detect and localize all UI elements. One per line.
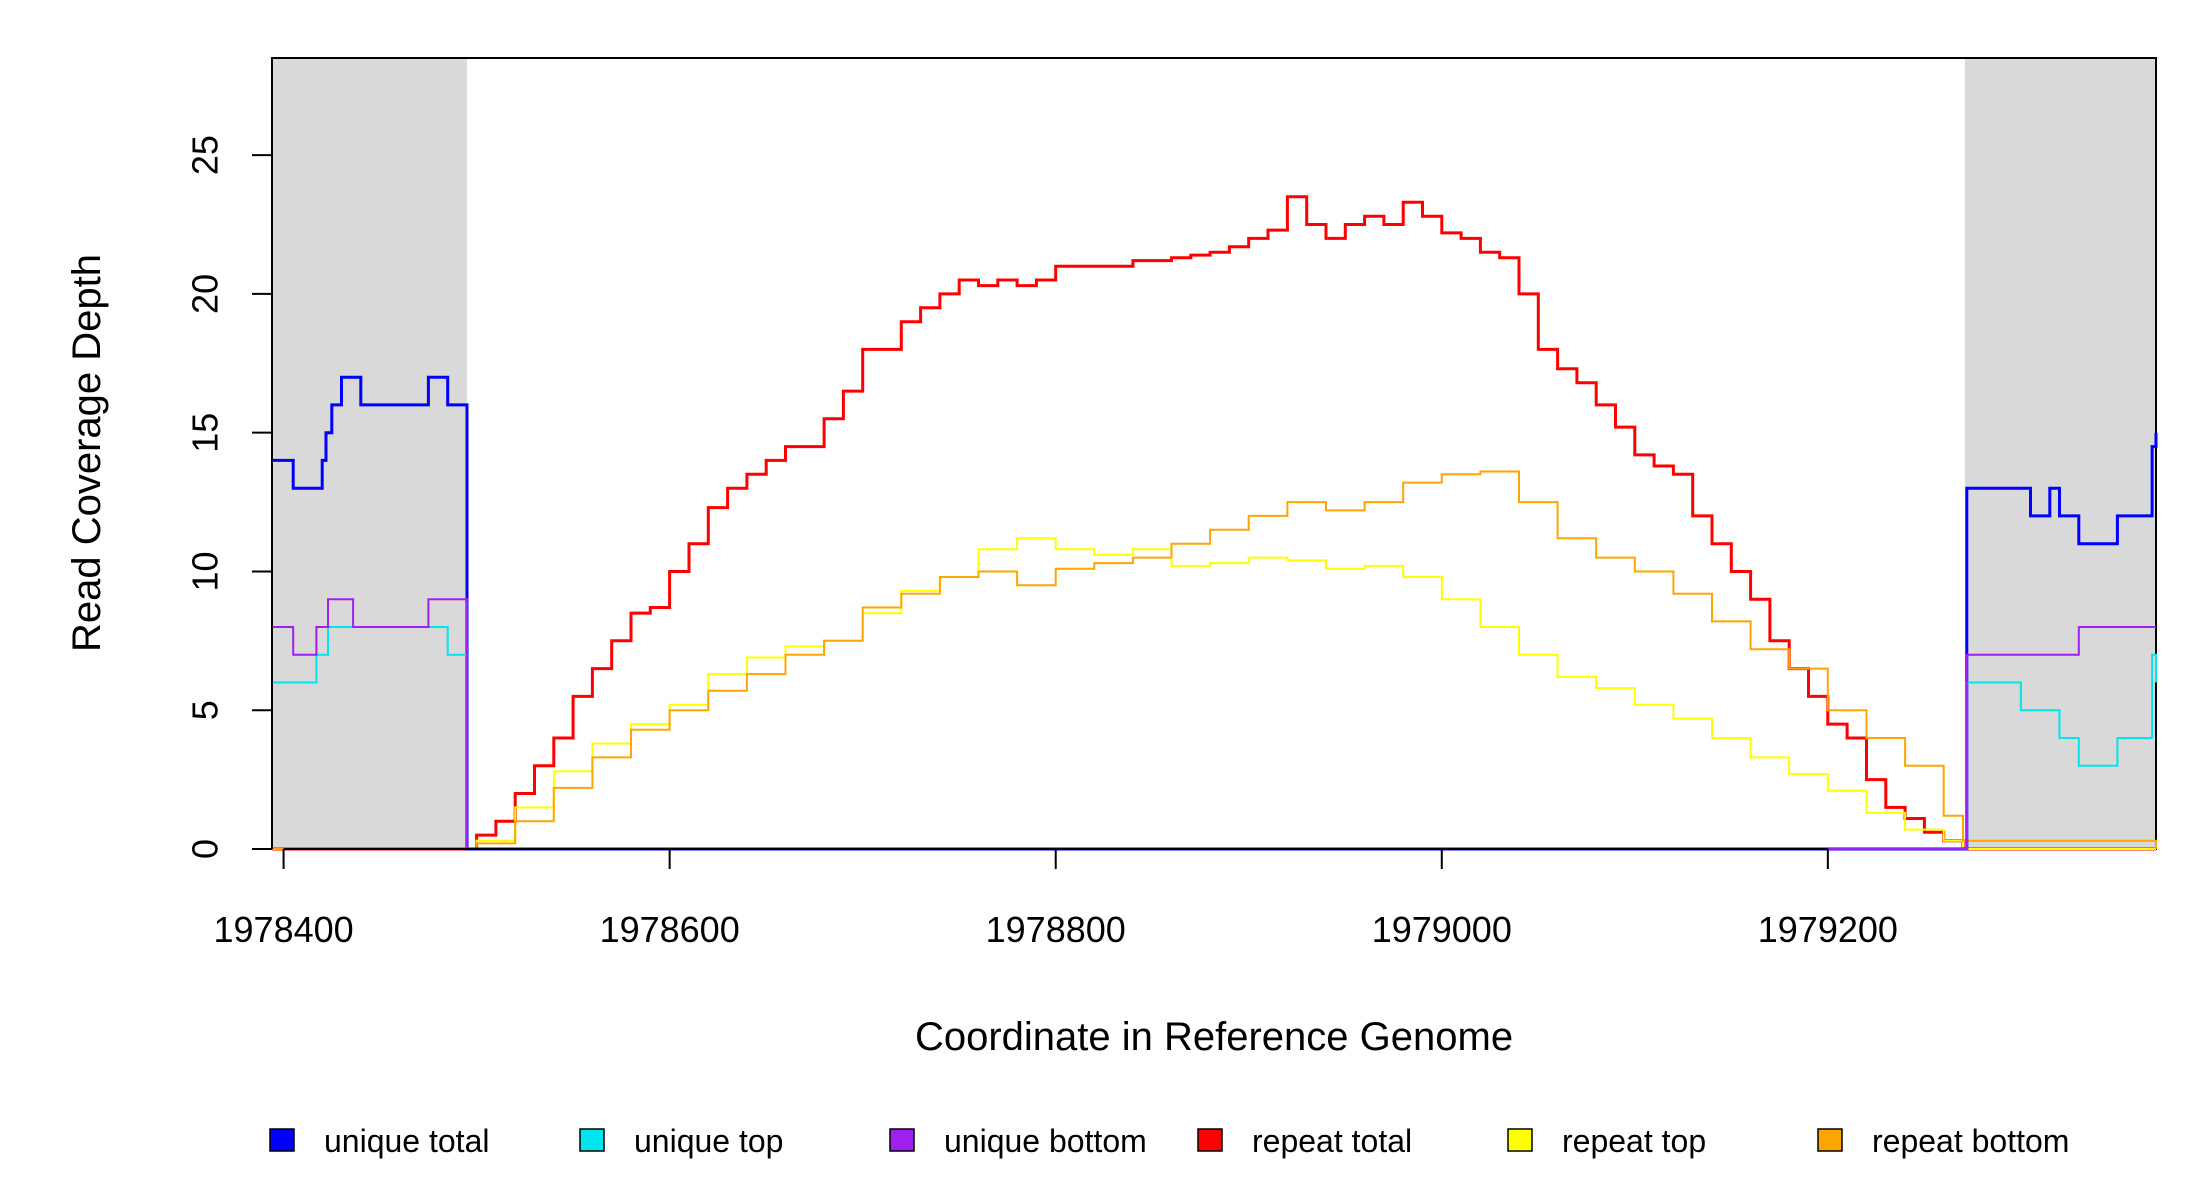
legend-label-repeat-bottom: repeat bottom <box>1872 1123 2069 1159</box>
y-tick-label-4: 20 <box>185 274 226 314</box>
y-tick-label-5: 25 <box>185 135 226 175</box>
y-axis: 0 5 10 15 20 25 <box>185 135 273 859</box>
series-unique-bottom <box>272 598 2156 850</box>
shaded-regions <box>272 58 2156 849</box>
series-unique-total <box>272 375 2158 851</box>
series-repeat-bottom <box>272 470 2157 850</box>
plot-frame <box>271 57 2157 850</box>
legend-swatch-repeat-bottom <box>1817 1128 1843 1152</box>
x-tick-label-1: 1978600 <box>600 909 740 950</box>
legend-swatch-unique-total <box>269 1128 295 1152</box>
x-tick-label-3: 1979000 <box>1372 909 1512 950</box>
legend-swatch-unique-top <box>579 1128 605 1152</box>
y-tick-label-3: 15 <box>185 413 226 453</box>
legend-label-repeat-top: repeat top <box>1562 1123 1706 1159</box>
x-axis-title: Coordinate in Reference Genome <box>915 1015 1513 1059</box>
legend-label-unique-top: unique top <box>634 1123 783 1159</box>
series-repeat-top <box>272 537 2156 850</box>
y-tick-label-2: 10 <box>185 551 226 591</box>
legend-label-repeat-total: repeat total <box>1252 1123 1412 1159</box>
legend: unique total unique top unique bottom repea… <box>269 1123 2069 1159</box>
x-tick-label-0: 1978400 <box>214 909 354 950</box>
legend-swatch-repeat-total <box>1197 1128 1223 1152</box>
legend-label-unique-bottom: unique bottom <box>944 1123 1147 1159</box>
series-layer <box>272 195 2158 851</box>
y-tick-label-1: 5 <box>185 700 226 720</box>
x-tick-label-2: 1978800 <box>986 909 1126 950</box>
legend-swatch-unique-bottom <box>889 1128 915 1152</box>
x-tick-label-4: 1979200 <box>1758 909 1898 950</box>
shaded-region-0 <box>272 58 467 849</box>
legend-swatch-repeat-top <box>1507 1128 1533 1152</box>
y-axis-title: Read Coverage Depth <box>65 254 109 652</box>
x-axis: 1978400 1978600 1978800 1979000 1979200 <box>214 848 1898 950</box>
series-repeat-total <box>272 195 2156 851</box>
y-tick-label-0: 0 <box>185 839 226 859</box>
legend-label-unique-total: unique total <box>324 1123 489 1159</box>
